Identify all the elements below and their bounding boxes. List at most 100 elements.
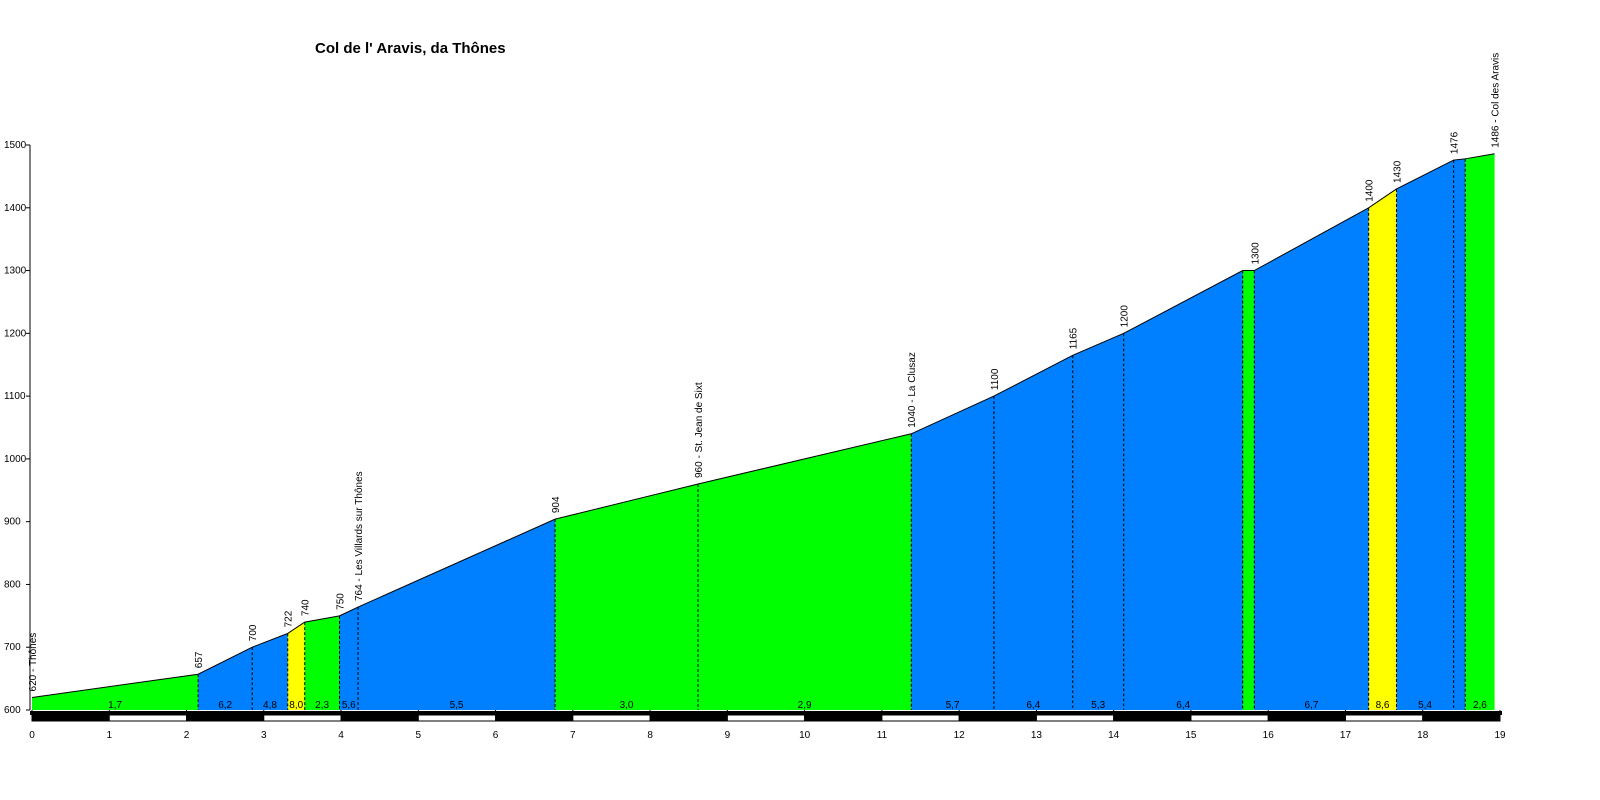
- x-tick-label: 4: [338, 730, 344, 741]
- km-strip: [881, 714, 960, 722]
- x-tick-label: 8: [647, 730, 653, 741]
- point-label: 1040 - La Clusaz: [907, 352, 918, 428]
- x-tick-label: 5: [416, 730, 422, 741]
- gradient-segment: [1242, 270, 1255, 710]
- gradient-label: 6,7: [1305, 700, 1319, 711]
- x-tick-label: 15: [1185, 730, 1197, 741]
- gradient-label: 5,7: [946, 700, 960, 711]
- y-tick-label: 1400: [4, 203, 27, 214]
- chart-title: Col de l' Aravis, da Thônes: [315, 40, 506, 57]
- y-tick-label: 700: [4, 642, 21, 653]
- gradient-label: 8,6: [1376, 700, 1390, 711]
- gradient-label: 3,0: [620, 700, 634, 711]
- km-strip: [1035, 714, 1115, 722]
- x-tick-label: 10: [799, 730, 811, 741]
- km-strip: [186, 714, 265, 722]
- point-label: 1400: [1365, 179, 1376, 202]
- gradient-label: 4,8: [263, 700, 277, 711]
- gradient-label: 2,6: [1473, 700, 1487, 711]
- x-tick-label: 7: [570, 730, 576, 741]
- y-tick-label: 600: [4, 705, 21, 716]
- km-strip: [495, 714, 574, 722]
- gradient-segment: [287, 622, 305, 710]
- gradient-segment: [1368, 188, 1397, 710]
- gradient-segment: [32, 674, 199, 710]
- point-label: 764 - Les Villards sur Thônes: [354, 471, 365, 601]
- km-strip: [417, 714, 497, 722]
- gradient-segment: [698, 433, 912, 710]
- gradient-segment: [1396, 160, 1454, 711]
- gradient-label: 2,9: [798, 700, 812, 711]
- km-strip: [1113, 714, 1192, 722]
- gradient-label: 8,0: [289, 700, 303, 711]
- km-strip: [108, 714, 188, 722]
- y-tick-label: 800: [4, 579, 21, 590]
- gradient-segment: [198, 647, 253, 710]
- y-tick-label: 1200: [4, 328, 27, 339]
- point-label: 904: [551, 496, 562, 513]
- x-tick-label: 6: [493, 730, 499, 741]
- km-strip: [1344, 714, 1424, 722]
- km-strip: [958, 714, 1037, 722]
- x-tick-label: 17: [1340, 730, 1352, 741]
- gradient-segment: [911, 396, 994, 710]
- gradient-segment: [1123, 270, 1243, 710]
- point-label: 960 - St. Jean de Sixt: [694, 382, 705, 478]
- point-label: 1100: [990, 368, 1001, 390]
- point-label: 722: [284, 610, 295, 627]
- point-label: 740: [301, 599, 312, 616]
- gradient-label: 5,6: [342, 700, 356, 711]
- x-tick-label: 19: [1494, 730, 1506, 741]
- point-label: 1200: [1120, 305, 1131, 328]
- x-tick-label: 12: [954, 730, 966, 741]
- km-strip: [572, 714, 651, 722]
- point-label: 1430: [1392, 160, 1403, 183]
- x-tick-label: 13: [1031, 730, 1043, 741]
- profile-line: [31, 153, 1495, 698]
- gradient-segment: [1072, 333, 1124, 710]
- point-label: 657: [194, 651, 205, 668]
- gradient-segment: [252, 633, 288, 710]
- y-tick-label: 1100: [4, 391, 26, 402]
- km-strip: [1190, 714, 1269, 722]
- gradient-label: 5,4: [1418, 700, 1432, 711]
- gradient-label: 6,4: [1176, 700, 1190, 711]
- y-tick-label: 1500: [4, 140, 27, 151]
- y-tick-label: 1000: [4, 454, 27, 465]
- point-label: 1300: [1250, 242, 1261, 265]
- x-tick-label: 16: [1263, 730, 1275, 741]
- x-tick-label: 2: [184, 730, 190, 741]
- y-tick-label: 900: [4, 517, 21, 528]
- point-label: 620 - Thônes: [28, 633, 39, 692]
- gradient-label: 5,5: [450, 700, 464, 711]
- gradient-segment: [555, 484, 699, 710]
- km-strip: [1422, 714, 1501, 722]
- point-label: 1486 - Col des Aravis: [1491, 53, 1502, 148]
- x-tick-label: 11: [877, 730, 888, 741]
- km-strip: [726, 714, 806, 722]
- gradient-segment: [339, 607, 359, 710]
- gradient-segment: [304, 615, 340, 710]
- km-strip: [804, 714, 883, 722]
- gradient-label: 5,3: [1091, 700, 1105, 711]
- gradient-label: 2,3: [315, 700, 329, 711]
- x-tick-label: 0: [29, 730, 35, 741]
- x-tick-label: 18: [1417, 730, 1429, 741]
- gradient-label: 1,7: [108, 700, 122, 711]
- x-tick-label: 3: [261, 730, 267, 741]
- gradient-label: 6,4: [1026, 700, 1040, 711]
- km-strip: [263, 714, 342, 722]
- gradient-label: 6,2: [218, 700, 232, 711]
- y-tick-label: 1300: [4, 266, 27, 277]
- km-strip: [340, 714, 419, 722]
- gradient-segment: [358, 519, 556, 710]
- x-tick-label: 14: [1108, 730, 1120, 741]
- x-axis-bar: [30, 711, 1502, 715]
- gradient-segment: [993, 355, 1073, 710]
- km-strip: [649, 714, 728, 722]
- point-label: 1165: [1069, 327, 1080, 349]
- point-label: 1476: [1450, 131, 1461, 154]
- gradient-segment: [1254, 207, 1369, 710]
